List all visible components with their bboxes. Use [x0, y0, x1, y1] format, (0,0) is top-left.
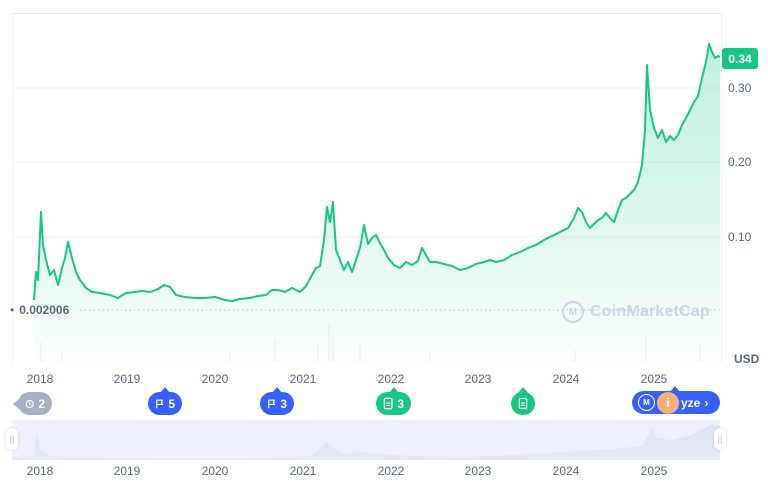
- nav-x-label-2019: 2019: [113, 464, 141, 478]
- history-events-marker[interactable]: 2: [18, 392, 52, 415]
- info-icon[interactable]: i: [657, 392, 679, 414]
- x-label-2021: 2021: [289, 372, 317, 386]
- navigator-left-handle[interactable]: ||: [6, 428, 18, 450]
- y-axis-label-030: 0.30: [728, 81, 752, 95]
- document-events-marker-2[interactable]: [511, 392, 535, 415]
- nav-x-label-2021: 2021: [289, 464, 317, 478]
- flag-count: 5: [168, 396, 175, 411]
- y-axis-label-010: 0.10: [728, 230, 752, 244]
- x-label-2025: 2025: [640, 372, 668, 386]
- analyze-label: yze: [681, 395, 701, 410]
- navigator-mini-chart: [12, 424, 720, 460]
- chevron-right-icon: ›: [704, 395, 709, 410]
- nav-x-label-2024: 2024: [552, 464, 580, 478]
- x-label-2024: 2024: [552, 372, 580, 386]
- coinmarketcap-logo-icon: M: [562, 301, 584, 323]
- baseline-value: 0.002006: [19, 303, 70, 317]
- flag-count: 3: [280, 396, 287, 411]
- watermark-text: CoinMarketCap: [590, 303, 710, 320]
- document-icon: [383, 397, 393, 410]
- nav-x-label-2020: 2020: [201, 464, 229, 478]
- range-navigator[interactable]: [12, 420, 720, 460]
- chart-plot-area[interactable]: [12, 13, 722, 364]
- baseline-price-label: • 0.002006: [10, 303, 69, 317]
- price-line[interactable]: [33, 43, 721, 302]
- x-label-2018: 2018: [26, 372, 54, 386]
- flag-icon: [268, 399, 276, 408]
- history-icon: [25, 399, 34, 408]
- x-label-2023: 2023: [464, 372, 492, 386]
- flag-events-marker-2[interactable]: 3: [260, 392, 294, 415]
- history-count: 2: [38, 396, 45, 411]
- coinmarketcap-ai-icon: M: [638, 394, 655, 411]
- currency-label: USD: [734, 352, 760, 366]
- baseline-dot-icon: •: [10, 303, 15, 317]
- y-axis-label-020: 0.20: [728, 155, 752, 169]
- coinmarketcap-watermark: M CoinMarketCap: [562, 301, 710, 323]
- navigator-right-handle[interactable]: ||: [714, 428, 726, 450]
- flag-icon: [156, 399, 164, 408]
- price-area-fill: [34, 44, 720, 362]
- document-events-marker-1[interactable]: 3: [376, 392, 411, 415]
- current-price-badge: 0.34: [722, 48, 758, 69]
- flag-events-marker-1[interactable]: 5: [148, 392, 182, 415]
- nav-x-label-2022: 2022: [377, 464, 405, 478]
- document-count: 3: [397, 396, 404, 411]
- x-label-2020: 2020: [201, 372, 229, 386]
- nav-x-label-2025: 2025: [640, 464, 668, 478]
- grid-lines: [12, 87, 720, 238]
- document-icon: [518, 397, 528, 410]
- x-label-2022: 2022: [377, 372, 405, 386]
- nav-x-label-2023: 2023: [464, 464, 492, 478]
- x-label-2019: 2019: [113, 372, 141, 386]
- nav-x-label-2018: 2018: [26, 464, 54, 478]
